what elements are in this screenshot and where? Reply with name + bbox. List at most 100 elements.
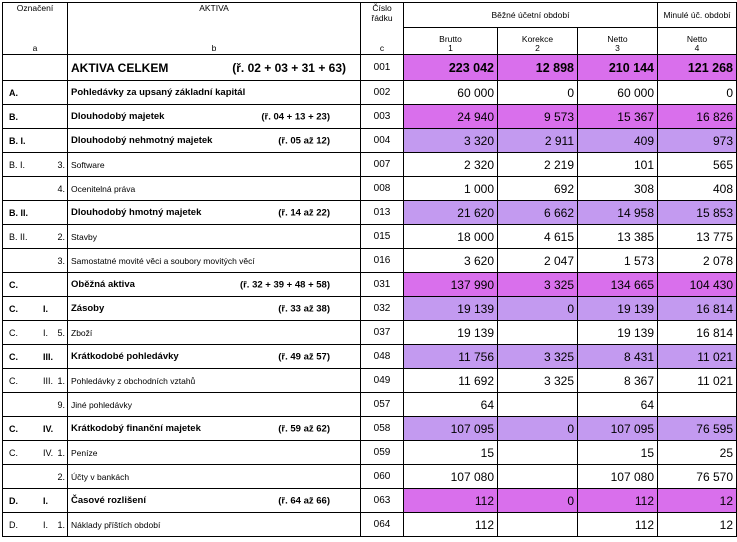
value-brutto: 15 xyxy=(403,440,498,465)
row-code: 013 xyxy=(360,200,404,225)
value-netto: 8 431 xyxy=(577,344,658,369)
value-netto-prev: 565 xyxy=(657,152,737,177)
row-designation: 4. xyxy=(2,176,68,201)
value-korekce: 0 xyxy=(497,416,578,441)
value-korekce xyxy=(497,320,578,345)
value-netto-prev: 15 853 xyxy=(657,200,737,225)
value-korekce: 12 898 xyxy=(497,54,578,81)
value-netto: 107 080 xyxy=(577,464,658,489)
value-korekce: 3 325 xyxy=(497,344,578,369)
value-brutto: 21 620 xyxy=(403,200,498,225)
row-code: 060 xyxy=(360,464,404,489)
value-netto-prev: 121 268 xyxy=(657,54,737,81)
row-label: Krátkodobé pohledávky (ř. 49 až 57) xyxy=(67,344,361,369)
value-korekce: 692 xyxy=(497,176,578,201)
row-designation: 2. xyxy=(2,464,68,489)
table-row: C. Oběžná aktiva (ř. 32 + 39 + 48 + 58) 0… xyxy=(2,272,737,297)
header-minule-obdobi: Minulé úč. období xyxy=(657,2,737,28)
value-brutto: 24 940 xyxy=(403,104,498,129)
value-brutto: 11 692 xyxy=(403,368,498,393)
row-code: 016 xyxy=(360,248,404,273)
header-brutto: Brutto 1 xyxy=(403,27,498,55)
value-netto-prev: 973 xyxy=(657,128,737,153)
value-netto-prev: 104 430 xyxy=(657,272,737,297)
value-netto-prev: 76 595 xyxy=(657,416,737,441)
row-label: Stavby xyxy=(67,224,361,249)
row-label: Dlouhodobý nehmotný majetek (ř. 05 až 12) xyxy=(67,128,361,153)
row-code: 048 xyxy=(360,344,404,369)
value-brutto: 64 xyxy=(403,392,498,417)
row-designation: B. xyxy=(2,104,68,129)
value-brutto: 3 320 xyxy=(403,128,498,153)
value-korekce: 4 615 xyxy=(497,224,578,249)
row-label: Samostatné movité věci a soubory movitýc… xyxy=(67,248,361,273)
value-brutto: 11 756 xyxy=(403,344,498,369)
table-row: C. IV. 1. Peníze 059 15 15 25 xyxy=(2,440,737,465)
table-row: 3. Samostatné movité věci a soubory movi… xyxy=(2,248,737,273)
row-code: 049 xyxy=(360,368,404,393)
table-row: B. I. 3. Software 007 2 320 2 219 101 565 xyxy=(2,152,737,177)
value-korekce: 3 325 xyxy=(497,368,578,393)
value-netto-prev: 0 xyxy=(657,392,737,417)
value-brutto: 107 095 xyxy=(403,416,498,441)
table-row: C. I. 5. Zboží 037 19 139 19 139 16 814 xyxy=(2,320,737,345)
value-netto-prev: 13 775 xyxy=(657,224,737,249)
value-netto: 19 139 xyxy=(577,320,658,345)
value-korekce xyxy=(497,512,578,537)
row-code: 058 xyxy=(360,416,404,441)
value-netto: 15 xyxy=(577,440,658,465)
row-label: Oběžná aktiva (ř. 32 + 39 + 48 + 58) xyxy=(67,272,361,297)
table-row: C. I. Zásoby (ř. 33 až 38) 032 19 139 0 19… xyxy=(2,296,737,321)
value-netto: 308 xyxy=(577,176,658,201)
table-row: B. II. 2. Stavby 015 18 000 4 615 13 385 … xyxy=(2,224,737,249)
row-designation: C. III. 1. xyxy=(2,368,68,393)
row-label: Dlouhodobý hmotný majetek (ř. 14 až 22) xyxy=(67,200,361,225)
value-netto-prev: 11 021 xyxy=(657,344,737,369)
value-netto-prev: 12 xyxy=(657,512,737,537)
value-brutto: 112 xyxy=(403,512,498,537)
value-brutto: 107 080 xyxy=(403,464,498,489)
value-korekce: 0 xyxy=(497,296,578,321)
row-designation: C. IV. 1. xyxy=(2,440,68,465)
value-brutto: 3 620 xyxy=(403,248,498,273)
value-netto-prev: 2 078 xyxy=(657,248,737,273)
value-korekce xyxy=(497,440,578,465)
row-designation: C. xyxy=(2,272,68,297)
header-oznaceni: Označení a xyxy=(2,2,68,55)
row-code: 008 xyxy=(360,176,404,201)
row-code: 031 xyxy=(360,272,404,297)
value-netto-prev: 0 xyxy=(657,80,737,105)
row-designation: C. I. 5. xyxy=(2,320,68,345)
header-bezne-obdobi: Běžné účetní období xyxy=(403,2,658,28)
value-netto: 8 367 xyxy=(577,368,658,393)
row-code: 003 xyxy=(360,104,404,129)
table-row: B. II. Dlouhodobý hmotný majetek (ř. 14 a… xyxy=(2,200,737,225)
row-designation: 3. xyxy=(2,248,68,273)
row-label: Jiné pohledávky xyxy=(67,392,361,417)
row-code: 002 xyxy=(360,80,404,105)
row-label: Pohledávky za upsaný základní kapitál xyxy=(67,80,361,105)
value-korekce: 2 911 xyxy=(497,128,578,153)
row-label: Časové rozlišení (ř. 64 až 66) xyxy=(67,488,361,513)
row-label: Peníze xyxy=(67,440,361,465)
value-korekce: 6 662 xyxy=(497,200,578,225)
row-label: Zásoby (ř. 33 až 38) xyxy=(67,296,361,321)
value-korekce: 2 047 xyxy=(497,248,578,273)
value-netto: 210 144 xyxy=(577,54,658,81)
value-netto: 112 xyxy=(577,488,658,513)
header-cislo-radku: Číslo řádku c xyxy=(360,2,404,55)
value-netto: 60 000 xyxy=(577,80,658,105)
row-designation: B. I. 3. xyxy=(2,152,68,177)
value-netto: 134 665 xyxy=(577,272,658,297)
value-netto-prev: 16 814 xyxy=(657,296,737,321)
table-row: AKTIVA CELKEM (ř. 02 + 03 + 31 + 63) 001 … xyxy=(2,54,737,81)
row-label: Zboží xyxy=(67,320,361,345)
value-netto-prev: 76 570 xyxy=(657,464,737,489)
value-netto: 409 xyxy=(577,128,658,153)
row-code: 001 xyxy=(360,54,404,81)
header-netto-prev: Netto 4 xyxy=(657,27,737,55)
row-designation: 9. xyxy=(2,392,68,417)
value-korekce xyxy=(497,464,578,489)
row-label: Software xyxy=(67,152,361,177)
table-row: 4. Ocenitelná práva 008 1 000 692 308 40… xyxy=(2,176,737,201)
